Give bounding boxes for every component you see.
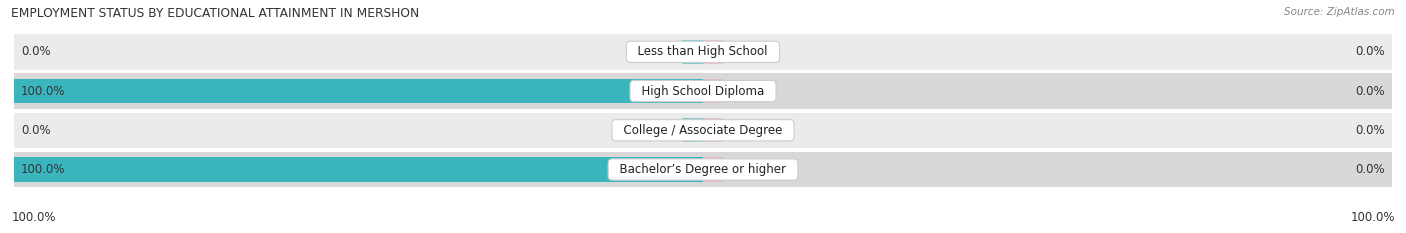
Text: 100.0%: 100.0% (21, 163, 66, 176)
Text: 0.0%: 0.0% (1355, 163, 1385, 176)
Text: 0.0%: 0.0% (1355, 45, 1385, 58)
Bar (703, 40, 724, 64)
Text: 100.0%: 100.0% (21, 85, 66, 98)
Text: Source: ZipAtlas.com: Source: ZipAtlas.com (1284, 7, 1395, 17)
Text: College / Associate Degree: College / Associate Degree (616, 124, 790, 137)
Text: 0.0%: 0.0% (21, 45, 51, 58)
Text: EMPLOYMENT STATUS BY EDUCATIONAL ATTAINMENT IN MERSHON: EMPLOYMENT STATUS BY EDUCATIONAL ATTAINM… (11, 7, 419, 20)
Text: High School Diploma: High School Diploma (634, 85, 772, 98)
Text: 0.0%: 0.0% (1355, 85, 1385, 98)
Text: 100.0%: 100.0% (11, 211, 56, 224)
Text: 0.0%: 0.0% (21, 124, 51, 137)
Bar (703, 79, 724, 103)
Text: 0.0%: 0.0% (1355, 124, 1385, 137)
Bar (14, 152, 1392, 187)
Bar (703, 157, 724, 182)
Bar (682, 40, 703, 64)
Bar (703, 118, 724, 142)
Bar (14, 113, 1392, 148)
Bar (14, 157, 703, 182)
Text: 100.0%: 100.0% (1350, 211, 1395, 224)
Text: Less than High School: Less than High School (630, 45, 776, 58)
Bar (14, 79, 703, 103)
Bar (14, 34, 1392, 69)
Bar (682, 118, 703, 142)
Bar (14, 73, 1392, 109)
Text: Bachelor’s Degree or higher: Bachelor’s Degree or higher (612, 163, 794, 176)
